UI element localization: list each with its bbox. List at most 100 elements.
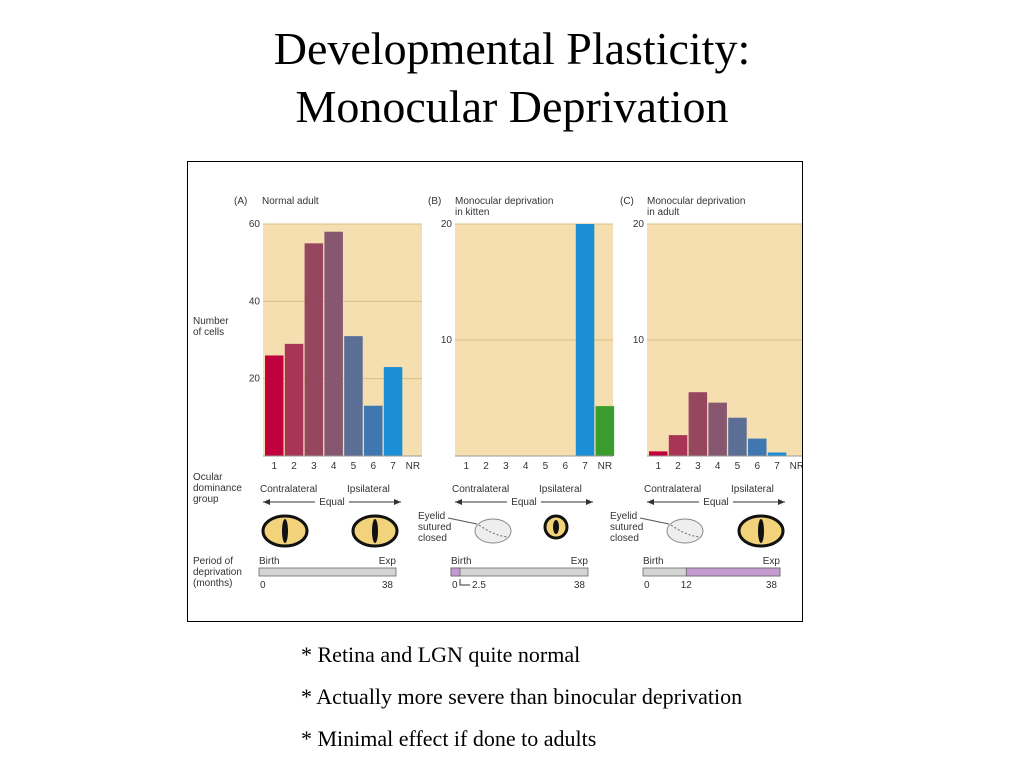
timeline-end-label: 38 (766, 580, 778, 591)
y-axis-label: Number of cells (193, 316, 229, 338)
deprivation-period (450, 567, 461, 577)
arrow-head-right (778, 499, 785, 505)
x-tick-label: 2 (483, 461, 489, 472)
x-tick-label: 1 (463, 461, 469, 472)
y-tick-label: 20 (633, 219, 645, 230)
timeline-bar (450, 567, 589, 577)
bar (688, 392, 708, 456)
y-tick-label: 20 (441, 219, 453, 230)
timeline-start-label: 0 (260, 580, 266, 591)
eyelid-sutured-label: Eyelid sutured closed (418, 511, 451, 544)
timeline-tick-label: 2.5 (472, 580, 486, 591)
y-tick-label: 10 (441, 335, 453, 346)
bar (767, 452, 787, 456)
panel-title: Monocular deprivation in adult (647, 196, 745, 218)
y-tick-label: 20 (249, 374, 261, 385)
x-tick-label: 6 (370, 461, 376, 472)
exp-label: Exp (763, 556, 781, 567)
slide-title: Developmental Plasticity: Monocular Depr… (0, 20, 1024, 136)
bullet-item: * Retina and LGN quite normal (301, 642, 581, 667)
eye-pupil (758, 519, 764, 543)
equal-label-bg (315, 495, 349, 508)
birth-label: Birth (643, 556, 664, 567)
x-tick-label: 7 (774, 461, 780, 472)
title-line-2: Monocular Deprivation (295, 81, 729, 132)
x-tick-label: 6 (754, 461, 760, 472)
timeline-tick-label: 12 (681, 580, 693, 591)
timeline-start-label: 0 (644, 580, 650, 591)
bar (649, 451, 668, 456)
x-tick-label: 4 (715, 461, 721, 472)
panel-title: Monocular deprivation in kitten (455, 196, 553, 218)
timeline-start-label: 0 (452, 580, 458, 591)
eye-pupil (282, 519, 288, 543)
y-tick-label: 40 (249, 296, 261, 307)
equal-label-bg (507, 495, 541, 508)
arrow-head-right (586, 499, 593, 505)
bar (324, 231, 343, 456)
ocular-dominance-figure: Number of cells Ocular dominance group Period… (193, 196, 803, 591)
equal-label-bg (699, 495, 733, 508)
title-line-1: Developmental Plasticity: (273, 23, 751, 74)
x-tick-label: NR (598, 461, 612, 472)
open-cat-eye-icon (351, 514, 399, 548)
eyelid (474, 518, 512, 544)
bar (575, 224, 595, 456)
bar (383, 367, 403, 456)
birth-label: Birth (259, 556, 280, 567)
bar (748, 438, 767, 456)
panel-label: (B) (428, 196, 441, 207)
contralateral-label: Contralateral (260, 484, 317, 495)
arrow-head-left (647, 499, 654, 505)
x-tick-label: 1 (271, 461, 277, 472)
x-tick-label: 6 (562, 461, 568, 472)
panel-title: Normal adult (262, 196, 319, 207)
ocular-dominance-label: Ocular dominance group (193, 472, 242, 505)
eye-pupil (553, 520, 559, 534)
suture-line (478, 524, 508, 538)
x-tick-label: NR (406, 461, 420, 472)
x-tick-label: 3 (695, 461, 701, 472)
x-tick-label: 4 (331, 461, 337, 472)
x-tick-label: 5 (735, 461, 741, 472)
open-cat-eye-icon (261, 514, 309, 548)
sutured-eye-icon (666, 518, 704, 544)
y-tick-label: 10 (633, 335, 645, 346)
bullet-item: * Minimal effect if done to adults (301, 726, 597, 751)
timeline-end-label: 38 (574, 580, 586, 591)
exp-label: Exp (571, 556, 589, 567)
eyelid-leader (639, 517, 670, 525)
period-label: Period of deprivation (months) (193, 556, 242, 589)
x-tick-label: NR (790, 461, 803, 472)
ipsilateral-label: Ipsilateral (539, 484, 582, 495)
arrow-head-right (394, 499, 401, 505)
bar (284, 343, 304, 456)
x-tick-label: 4 (523, 461, 529, 472)
ipsilateral-label: Ipsilateral (347, 484, 390, 495)
suture-line (670, 524, 700, 538)
x-tick-label: 2 (291, 461, 297, 472)
equal-label: Equal (703, 497, 729, 508)
bar (304, 243, 324, 456)
bullet-item: * Actually more severe than binocular de… (301, 684, 743, 709)
x-tick-label: 3 (503, 461, 509, 472)
bar (344, 336, 363, 456)
equal-label: Equal (511, 497, 537, 508)
deprivation-period (685, 567, 781, 577)
x-tick-label: 2 (675, 461, 681, 472)
contralateral-label: Contralateral (644, 484, 701, 495)
eyelid-sutured-label: Eyelid sutured closed (610, 511, 643, 544)
bar (595, 406, 615, 456)
arrow-head-left (455, 499, 462, 505)
panel-label: (C) (620, 196, 634, 207)
sutured-eye-icon (474, 518, 512, 544)
eyelid-leader (447, 517, 478, 525)
x-tick-label: 7 (582, 461, 588, 472)
eyelid (666, 518, 704, 544)
x-tick-label: 3 (311, 461, 317, 472)
arrow-head-left (263, 499, 270, 505)
x-tick-label: 7 (390, 461, 396, 472)
open-cat-eye-icon (737, 514, 785, 548)
panel-label: (A) (234, 196, 247, 207)
x-tick-label: 5 (351, 461, 357, 472)
